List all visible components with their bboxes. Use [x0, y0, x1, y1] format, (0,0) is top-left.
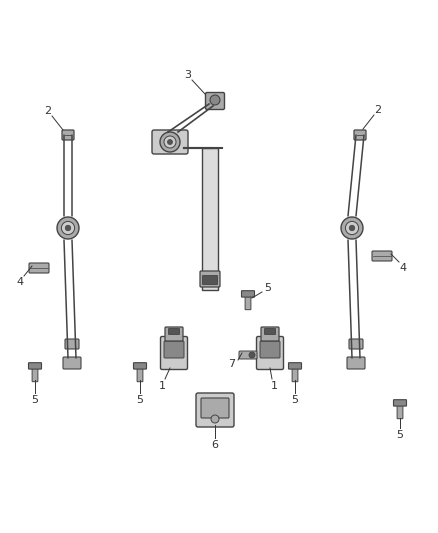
Text: 1: 1	[159, 381, 166, 391]
FancyBboxPatch shape	[245, 295, 251, 310]
FancyBboxPatch shape	[397, 405, 403, 419]
FancyBboxPatch shape	[354, 130, 366, 140]
Circle shape	[167, 140, 173, 144]
Circle shape	[349, 225, 355, 231]
Text: 5: 5	[396, 430, 403, 440]
Circle shape	[57, 217, 79, 239]
Text: 4: 4	[17, 277, 24, 287]
Circle shape	[61, 221, 74, 235]
FancyBboxPatch shape	[137, 367, 143, 382]
Circle shape	[164, 136, 176, 148]
Text: 3: 3	[184, 70, 191, 80]
FancyBboxPatch shape	[164, 341, 184, 358]
FancyBboxPatch shape	[169, 328, 180, 335]
FancyBboxPatch shape	[165, 327, 183, 341]
Text: 5: 5	[265, 283, 272, 293]
Circle shape	[65, 225, 71, 231]
FancyBboxPatch shape	[202, 148, 218, 290]
Circle shape	[160, 132, 180, 152]
Text: 5: 5	[292, 395, 299, 405]
FancyBboxPatch shape	[372, 251, 392, 261]
Text: 1: 1	[271, 381, 278, 391]
FancyBboxPatch shape	[239, 351, 257, 359]
FancyBboxPatch shape	[257, 336, 283, 369]
FancyBboxPatch shape	[265, 328, 276, 335]
Text: 2: 2	[44, 106, 52, 116]
Text: 4: 4	[399, 263, 406, 273]
FancyBboxPatch shape	[289, 362, 301, 369]
FancyBboxPatch shape	[292, 367, 298, 382]
FancyBboxPatch shape	[28, 362, 42, 369]
FancyBboxPatch shape	[205, 93, 225, 109]
Circle shape	[249, 352, 255, 358]
FancyBboxPatch shape	[29, 263, 49, 273]
FancyBboxPatch shape	[393, 400, 406, 406]
FancyBboxPatch shape	[32, 367, 38, 382]
FancyBboxPatch shape	[347, 357, 365, 369]
FancyBboxPatch shape	[241, 290, 254, 297]
Text: 5: 5	[137, 395, 144, 405]
FancyBboxPatch shape	[62, 130, 74, 140]
Circle shape	[346, 221, 359, 235]
FancyBboxPatch shape	[349, 339, 363, 349]
Text: 2: 2	[374, 105, 381, 115]
FancyBboxPatch shape	[63, 357, 81, 369]
FancyBboxPatch shape	[134, 362, 146, 369]
FancyBboxPatch shape	[65, 339, 79, 349]
FancyBboxPatch shape	[196, 393, 234, 427]
Text: 6: 6	[212, 440, 219, 450]
Circle shape	[211, 415, 219, 423]
FancyBboxPatch shape	[160, 336, 187, 369]
FancyBboxPatch shape	[260, 341, 280, 358]
FancyBboxPatch shape	[261, 327, 279, 341]
Text: 7: 7	[229, 359, 236, 369]
FancyBboxPatch shape	[152, 130, 188, 154]
FancyBboxPatch shape	[200, 271, 220, 287]
Circle shape	[210, 95, 220, 105]
FancyBboxPatch shape	[202, 276, 218, 285]
FancyBboxPatch shape	[201, 398, 229, 418]
Text: 5: 5	[32, 395, 39, 405]
Circle shape	[341, 217, 363, 239]
